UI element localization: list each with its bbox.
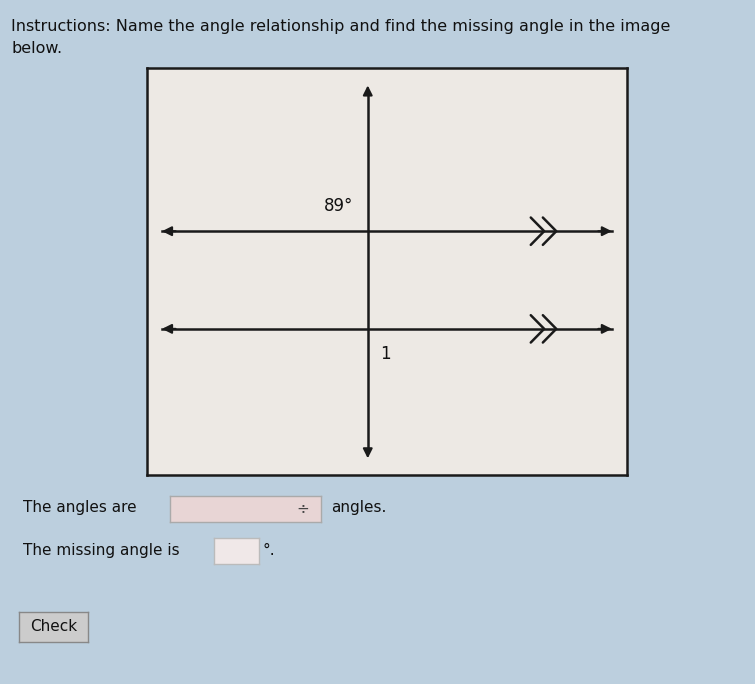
Text: The angles are: The angles are bbox=[23, 500, 136, 515]
Text: below.: below. bbox=[11, 41, 63, 56]
Text: angles.: angles. bbox=[331, 500, 386, 515]
Text: The missing angle is: The missing angle is bbox=[23, 543, 179, 558]
Text: °.: °. bbox=[263, 543, 276, 558]
Text: ÷: ÷ bbox=[297, 501, 309, 516]
Text: 1: 1 bbox=[380, 345, 390, 363]
Text: 89°: 89° bbox=[324, 197, 353, 215]
Text: Instructions: Name the angle relationship and find the missing angle in the imag: Instructions: Name the angle relationshi… bbox=[11, 19, 670, 34]
Text: Check: Check bbox=[30, 620, 77, 634]
